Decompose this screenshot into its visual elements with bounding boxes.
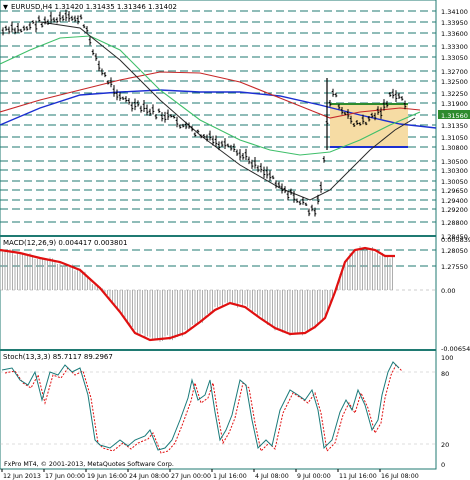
copyright-text: FxPro MT4, © 2001-2013, MetaQuotes Softw…: [4, 460, 174, 468]
time-label: 9 Jul 00:00: [297, 473, 331, 480]
ma-red-line: [0, 71, 421, 119]
price-label-bg: [438, 217, 470, 226]
price-label: 1.31050: [441, 134, 468, 142]
price-label: 1.28050: [441, 247, 468, 255]
price-label-bg: [438, 261, 470, 270]
price-label-bg: [438, 52, 470, 61]
price-label: 1.29200: [441, 206, 468, 214]
price-label: 1.28800: [441, 219, 468, 227]
ma-dark-line: [39, 21, 416, 201]
stoch-scale-100: 100: [441, 354, 453, 362]
chart-header-icon: ▼: [3, 3, 8, 11]
stoch-scale-80: 80: [441, 370, 449, 378]
price-label-bg: [438, 28, 470, 37]
time-axis: 12 Jun 2013 17 Jun 00:00 19 Jun 16:00 24 Ju…: [1, 469, 419, 480]
time-label: 12 Jun 2013: [3, 473, 41, 480]
price-label: 1.28450: [441, 233, 468, 241]
time-label: 1 Jul 16:00: [213, 473, 247, 480]
stoch-scale-20: 20: [441, 441, 449, 449]
time-label: 17 Jun 00:00: [45, 473, 85, 480]
price-label: 1.31560: [441, 112, 468, 120]
price-label-bg: [438, 120, 470, 129]
macd-signal-line: [0, 246, 395, 342]
stoch-header: Stoch(13,3,3) 85.7117 89.2967: [3, 353, 113, 361]
macd-scale-bottom: -0.006545: [441, 345, 470, 353]
price-label: 1.33600: [441, 30, 468, 38]
price-label-bg: [438, 195, 470, 204]
time-label: 16 Jul 08:00: [381, 473, 419, 480]
macd-histogram: [0, 246, 393, 342]
price-label: 1.32500: [441, 78, 468, 86]
price-label-bg: [438, 66, 470, 75]
time-label: 19 Jun 16:00: [87, 473, 127, 480]
ma-blue-line: [0, 89, 437, 129]
ma-green-line: [0, 35, 421, 156]
price-label: 1.30300: [441, 167, 468, 175]
price-label: 1.32250: [441, 90, 468, 98]
price-label-bg: [438, 6, 470, 15]
price-label: 1.33950: [441, 19, 468, 27]
price-label-bg: [438, 98, 470, 107]
macd-scale-top: 0.005839: [441, 236, 470, 244]
time-label: 4 Jul 08:00: [255, 473, 289, 480]
price-label-bg: [438, 185, 470, 194]
price-label-bg: [438, 142, 470, 151]
time-label: 27 Jun 00:00: [171, 473, 211, 480]
price-label: 1.31900: [441, 100, 468, 108]
price-label-bg: [438, 41, 470, 50]
price-label-bg: [438, 110, 470, 119]
price-label: 1.32700: [441, 68, 468, 76]
stoch-signal-line: [4, 364, 403, 454]
price-label-bg: [438, 17, 470, 26]
price-label-bg: [438, 204, 470, 213]
stoch-main-line: [1, 361, 400, 451]
price-label: 1.33300: [441, 43, 468, 51]
price-label-bg: [438, 156, 470, 165]
macd-scale-zero: 0.00: [441, 287, 455, 295]
price-label-bg: [438, 132, 470, 141]
price-label: 1.27550: [441, 263, 468, 271]
price-label-bg: [438, 165, 470, 174]
price-bars: [1, 9, 407, 217]
price-label-bg: [438, 231, 470, 240]
price-label-bg: [438, 176, 470, 185]
chart-frame: [0, 0, 437, 470]
price-label: 1.33050: [441, 54, 468, 62]
price-label: 1.30800: [441, 144, 468, 152]
chart-header-group: ▼ EURUSD,H4 1.31420 1.31435 1.31346 1.31…: [3, 3, 177, 11]
price-label: 1.34100: [441, 8, 468, 16]
macd-header: MACD(12,26,9) 0.004417 0.003801: [3, 239, 127, 247]
stoch-scale-0: 0: [441, 461, 445, 469]
main-header: EURUSD,H4 1.31420 1.31435 1.31346 1.3140…: [11, 3, 177, 11]
price-label: 1.29650: [441, 187, 468, 195]
price-axis: 1.34100 1.33950 1.33600 1.33300 1.33050 1.327…: [438, 6, 470, 271]
price-label: 1.29400: [441, 197, 468, 205]
time-label: 24 Jun 08:00: [129, 473, 169, 480]
price-label: 1.31350: [441, 122, 468, 130]
price-label-bg: [438, 245, 470, 254]
price-label: 1.30500: [441, 158, 468, 166]
time-label: 11 Jul 16:00: [339, 473, 377, 480]
price-label-bg: [438, 88, 470, 97]
price-label-bg: [438, 76, 470, 85]
moving-averages: [0, 21, 437, 201]
price-label: 1.30050: [441, 178, 468, 186]
